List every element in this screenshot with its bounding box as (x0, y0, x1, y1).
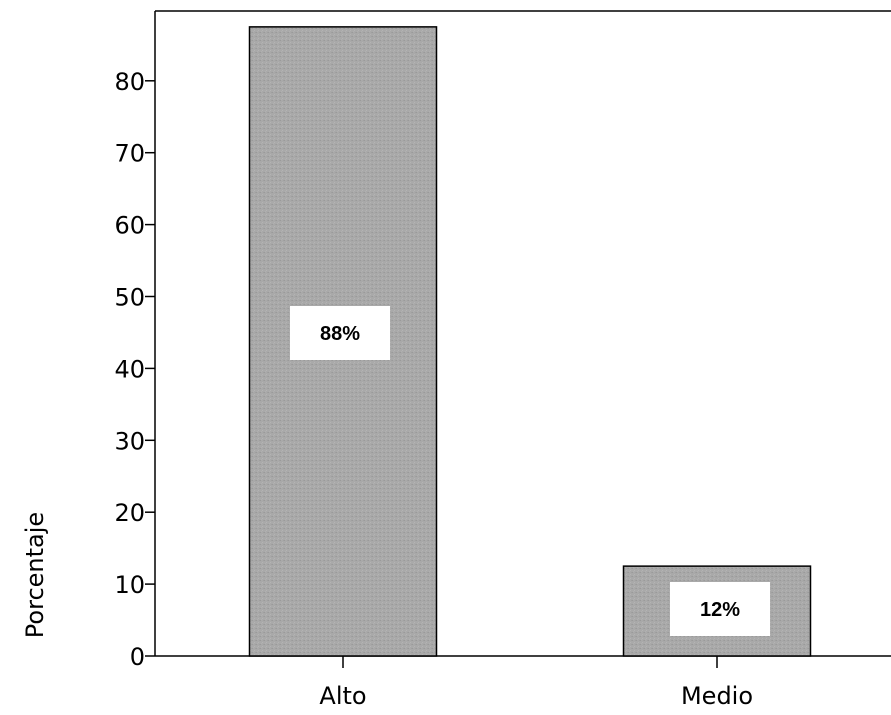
data-label: 12% (700, 599, 740, 621)
y-tick-label: 60 (114, 212, 145, 240)
x-tick-label: Alto (319, 682, 366, 710)
data-label: 88% (320, 323, 360, 345)
y-tick-label: 20 (114, 499, 145, 527)
y-tick-label: 70 (114, 140, 145, 168)
y-tick-label: 50 (114, 284, 145, 312)
bars: 88% 12% (248, 26, 812, 657)
y-tick-label: 0 (130, 643, 145, 671)
x-tick-label: Medio (681, 682, 753, 710)
x-axis-ticks: Alto Medio (319, 656, 753, 710)
y-tick-label: 10 (114, 571, 145, 599)
data-label-box (290, 306, 390, 360)
y-tick-label: 30 (114, 427, 145, 455)
y-axis-title: Porcentaje (21, 512, 49, 638)
y-tick-label: 40 (114, 355, 145, 383)
y-tick-label: 80 (114, 68, 145, 96)
y-axis-ticks: 0 10 20 30 40 50 60 70 80 (114, 68, 155, 671)
data-label-box (670, 582, 770, 636)
